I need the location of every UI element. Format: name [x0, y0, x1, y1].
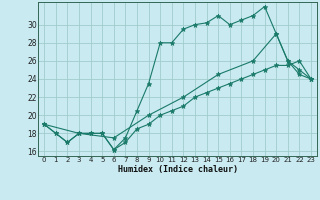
X-axis label: Humidex (Indice chaleur): Humidex (Indice chaleur)	[118, 165, 238, 174]
